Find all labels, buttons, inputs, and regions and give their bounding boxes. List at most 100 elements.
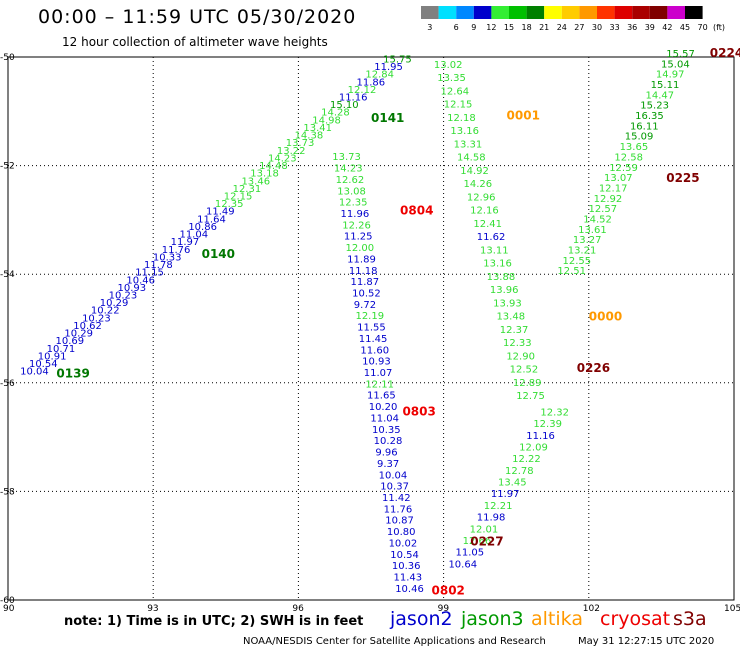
legend-swatch [614,6,633,19]
wave-height-value: 16.11 [630,121,659,132]
wave-height-value: 14.28 [321,108,350,119]
legend-swatch [544,6,562,19]
legend-swatch [561,6,580,19]
wave-height-value: 11.76 [384,504,413,515]
pass-time-label: 0225 [666,171,699,185]
wave-height-value: 14.92 [460,166,489,177]
wave-height-value: 12.17 [599,183,628,194]
wave-height-value: 12.64 [441,86,470,97]
wave-height-value: 11.78 [144,260,173,271]
wave-height-value: 9.37 [377,459,399,470]
wave-height-value: 13.65 [620,142,649,153]
wave-height-value: 11.98 [477,513,506,524]
sat-legend-jason2: jason2 [390,608,453,630]
legend-bin-label: 21 [539,23,549,32]
wave-height-value: 15.23 [640,101,669,112]
wave-height-value: 13.45 [498,478,527,489]
pass-time-label: 0001 [507,108,540,122]
graticule [8,57,734,600]
wave-height-value: 12.51 [557,266,586,277]
legend-swatch [667,6,685,19]
wave-height-value: 12.33 [503,338,532,349]
longitude-tick-label: 96 [292,604,304,614]
legend-bin-label: 42 [662,23,672,32]
wave-height-value: 10.69 [56,336,85,347]
wave-height-value: 14.38 [295,131,324,142]
wave-height-value: 10.02 [389,538,418,549]
wave-height-value: 13.41 [303,123,332,134]
wave-height-value: 10.91 [38,351,67,362]
wave-height-value: 14.52 [583,214,612,225]
wave-height-value: 10.46 [126,275,155,286]
wave-height-value: 10.71 [47,344,76,355]
legend-bin-label: 9 [471,23,476,32]
latitude-tick-label: -54 [0,270,15,280]
wave-height-value: 15.75 [383,54,412,65]
map-frame [7,56,735,601]
wave-height-value: 13.08 [337,186,366,197]
wave-height-value: 12.41 [473,219,502,230]
wave-height-value: 10.93 [117,283,146,294]
wave-height-value: 11.97 [171,237,200,248]
pass-time-label: 0803 [402,404,435,418]
legend-swatch [473,6,492,19]
pass-time-label: 0224 [710,46,740,60]
legend-bin-label: 12 [486,23,496,32]
wave-height-value: 15.04 [661,59,690,70]
wave-height-value: 10.93 [362,357,391,368]
legend-swatch [421,6,439,19]
wave-height-value: 10.87 [385,516,414,527]
wave-height-value: 12.15 [224,192,253,203]
wave-height-value: 13.22 [277,146,306,157]
legend-swatch [509,6,527,19]
track-0225-0224: 12.5112.5513.2113.2713.6114.5212.5712.92… [557,46,740,277]
wave-height-value: 13.07 [604,173,633,184]
wave-height-value: 10.37 [380,482,409,493]
wave-height-value: 13.02 [434,60,463,71]
wave-height-value: 15.10 [330,100,359,111]
wave-height-value: 15.09 [625,132,654,143]
wave-height-value: 13.73 [286,138,315,149]
wave-height-value: 12.52 [510,365,539,376]
legend-swatch [456,6,474,19]
wave-height-value: 10.36 [392,561,421,572]
wave-height-value: 13.96 [490,285,519,296]
wave-height-value: 13.61 [578,225,607,236]
wave-height-value: 10.23 [109,291,138,302]
legend-swatch [597,6,615,19]
wave-height-value: 10.20 [369,402,398,413]
longitude-tick-label: 102 [583,604,600,614]
wave-height-value: 11.89 [347,254,376,265]
wave-height-value: 11.25 [344,232,373,243]
wave-height-value: 11.04 [370,413,399,424]
wave-height-value: 12.62 [336,175,365,186]
legend-bin-label: 36 [627,23,637,32]
wave-height-value: 11.96 [341,209,370,220]
latitude-tick-label: -56 [0,379,15,389]
wave-height-value: 10.29 [64,329,93,340]
wave-height-value: 13.93 [493,298,522,309]
wave-height-value: 11.43 [394,572,423,583]
sat-legend-altika: altika [531,608,583,630]
wave-height-value: 12.57 [588,204,617,215]
wave-height-value: 14.47 [645,90,674,101]
wave-height-value: 15.11 [651,80,680,91]
wave-height-value: 13.16 [450,126,479,137]
wave-height-value: 11.04 [179,230,208,241]
legend-swatch [632,6,650,19]
wave-height-value: 13.27 [573,235,602,246]
sat-legend-s3a: s3a [673,608,707,630]
wave-height-value: 11.64 [197,214,226,225]
wave-height-value: 11.07 [364,368,393,379]
wave-height-value: 12.32 [540,407,569,418]
wave-height-value: 10.54 [29,359,58,370]
wave-height-value: 12.84 [365,70,394,81]
wave-height-value: 14.23 [334,164,363,175]
page-subtitle: 12 hour collection of altimeter wave hei… [62,35,328,49]
wave-height-value: 12.26 [342,220,371,231]
wave-height-value: 14.23 [268,153,297,164]
pass-time-label: 0804 [400,203,433,217]
wave-height-value: 10.29 [100,298,129,309]
wave-height-value: 12.78 [505,466,534,477]
pass-time-label: 0141 [371,111,404,125]
